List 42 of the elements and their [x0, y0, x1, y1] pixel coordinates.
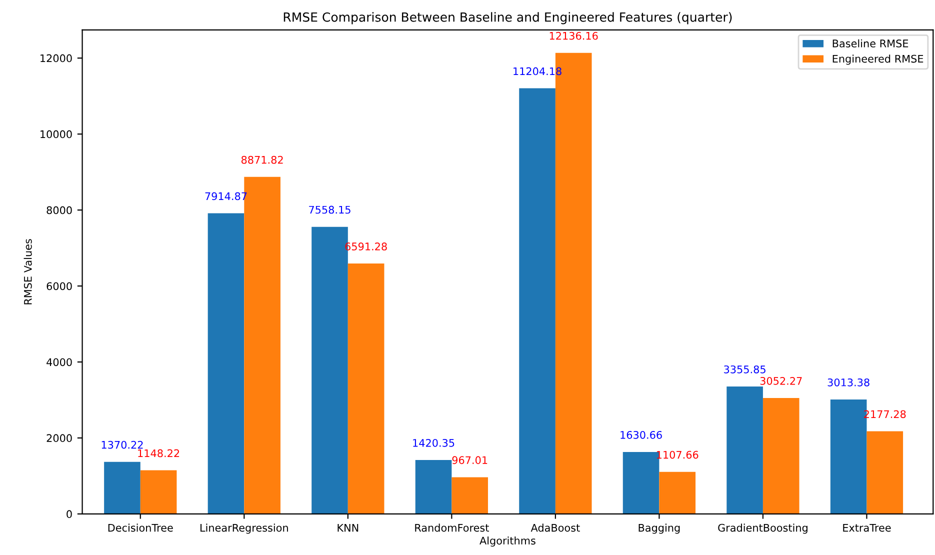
bar: [140, 470, 177, 514]
x-tick-label: DecisionTree: [108, 524, 173, 532]
y-axis-title: RMSE Values: [24, 239, 32, 304]
bar: [762, 398, 800, 514]
bar: [866, 431, 904, 514]
y-tick-label: 10000: [40, 130, 72, 138]
bar: [452, 477, 488, 514]
bar: [208, 213, 244, 514]
y-tick-label: 8000: [46, 206, 72, 214]
y-tick-label: 12000: [40, 54, 72, 62]
bar: [104, 462, 140, 514]
y-tick-label: 0: [66, 510, 72, 518]
x-tick-label: Bagging: [638, 524, 680, 534]
y-tick-label: 4000: [46, 358, 72, 366]
x-tick-label: KNN: [338, 524, 358, 532]
data-label: 12136.16: [550, 32, 598, 40]
bar: [348, 264, 384, 514]
data-label: 1420.35: [413, 438, 454, 447]
bar: [659, 472, 696, 514]
data-label: 3355.85: [724, 365, 766, 374]
x-tick-label: ExtraTree: [843, 524, 891, 532]
data-label: 1370.22: [102, 440, 143, 449]
legend-label: Engineered RMSE: [832, 54, 924, 65]
x-tick-label: GradientBoosting: [718, 524, 808, 534]
data-label: 3052.27: [760, 376, 802, 385]
x-axis-title: Algorithms: [480, 536, 536, 547]
bar: [415, 460, 452, 514]
data-label: 967.01: [452, 456, 488, 464]
data-label: 1630.66: [620, 430, 662, 439]
x-tick-label: AdaBoost: [530, 524, 580, 532]
data-label: 7558.15: [309, 206, 350, 214]
chart-title: RMSE Comparison Between Baseline and Engineered Features (quarter): [284, 12, 732, 24]
bar: [726, 386, 763, 514]
x-tick-label: RandomForest: [415, 524, 489, 532]
legend-label: Baseline RMSE: [832, 39, 908, 48]
x-tick-label: LinearRegression: [200, 524, 288, 534]
data-label: 8871.82: [241, 156, 283, 164]
bar: [519, 88, 556, 514]
y-tick-label: 6000: [46, 282, 72, 290]
data-label: 3013.38: [828, 378, 870, 386]
data-label: 1148.22: [138, 449, 180, 458]
y-tick-label: 2000: [46, 434, 72, 442]
